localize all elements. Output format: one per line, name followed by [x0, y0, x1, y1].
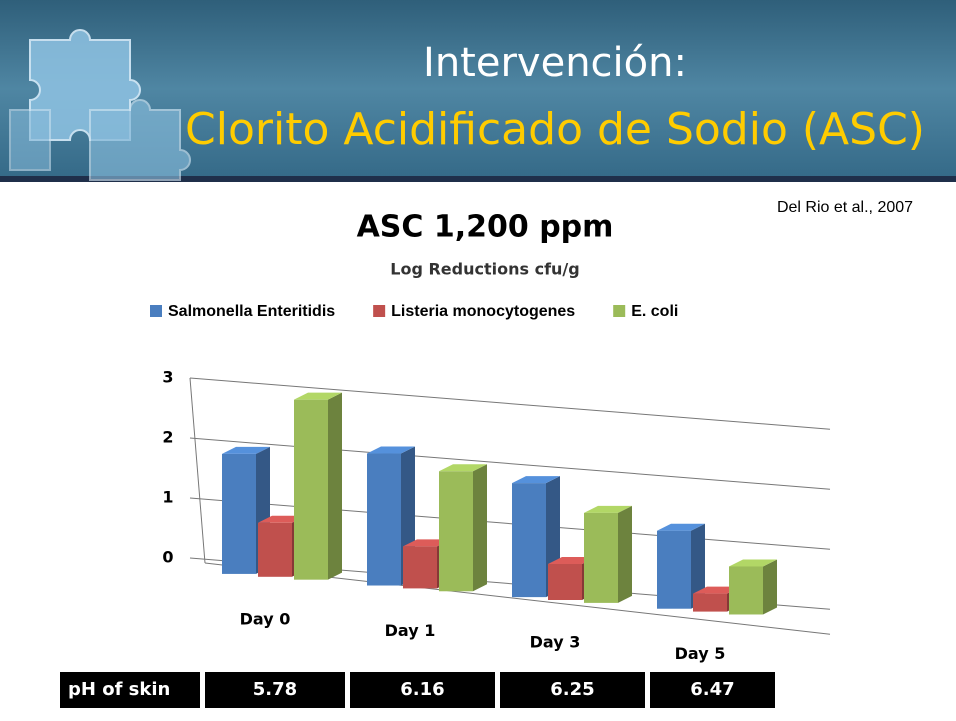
table-text: 6.16 — [400, 679, 444, 700]
slide-subtitle: Clorito Acidificado de Sodio (ASC) — [185, 104, 925, 155]
bar-side — [763, 559, 777, 615]
bar-top — [222, 446, 270, 454]
bar-front — [222, 453, 256, 574]
bar-front — [367, 453, 401, 586]
legend-swatch — [613, 305, 626, 317]
bar-top — [367, 446, 415, 454]
table-text: pH of skin — [68, 679, 170, 700]
bar-front — [439, 471, 473, 592]
puzzle-decoration — [9, 29, 191, 181]
bar-front — [403, 546, 437, 589]
y-tick-label: 1 — [162, 488, 173, 507]
bar-top — [294, 392, 342, 400]
bar-top — [512, 476, 560, 484]
x-tick-label: Day 1 — [385, 621, 436, 640]
bar-front — [258, 522, 292, 577]
bar-front — [729, 566, 763, 615]
bar-front — [584, 512, 618, 603]
bar-front — [693, 593, 727, 612]
x-tick-label: Day 3 — [530, 633, 581, 652]
x-tick-label: Day 0 — [240, 609, 291, 628]
legend-swatch — [373, 305, 386, 317]
table-cell — [650, 672, 775, 708]
bar — [729, 559, 777, 615]
legend-label: Salmonella Enteritidis — [168, 303, 335, 320]
y-tick-label: 3 — [162, 368, 173, 387]
x-tick-label: Day 5 — [675, 644, 726, 663]
bar-top — [729, 559, 777, 567]
legend-label: E. coli — [631, 303, 678, 320]
table-text: 6.47 — [690, 679, 734, 700]
table-text: 6.25 — [550, 679, 594, 700]
bar-front — [512, 483, 546, 598]
grid-line — [189, 437, 831, 490]
bar-front — [294, 399, 328, 580]
table-cell — [350, 672, 495, 708]
bar — [584, 505, 632, 603]
chart-title: ASC 1,200 ppm — [357, 210, 614, 245]
bar-front — [548, 564, 582, 600]
bar-side — [691, 523, 705, 609]
bar-side — [473, 464, 487, 592]
legend-swatch — [150, 305, 162, 317]
table-text: 5.78 — [253, 679, 297, 700]
y-tick-label: 0 — [162, 548, 173, 567]
header-rule — [0, 176, 956, 182]
citation: Del Rio et al., 2007 — [777, 199, 913, 216]
table-cell — [205, 672, 345, 708]
table-cell — [500, 672, 645, 708]
legend-label: Listeria monocytogenes — [391, 303, 575, 320]
chart-subtitle: Log Reductions cfu/g — [390, 260, 579, 279]
slide-title: Intervención: — [423, 40, 687, 86]
y-tick-label: 2 — [162, 428, 173, 447]
grid-line — [189, 377, 831, 430]
bar — [657, 523, 705, 609]
bar-side — [618, 505, 632, 603]
bar-top — [439, 464, 487, 472]
bar-front — [657, 530, 691, 609]
bar-top — [657, 523, 705, 531]
bar-side — [328, 392, 342, 580]
axis-line — [189, 377, 206, 564]
bar — [439, 464, 487, 592]
table-cell — [60, 672, 200, 708]
bar — [294, 392, 342, 580]
bar-top — [584, 505, 632, 513]
